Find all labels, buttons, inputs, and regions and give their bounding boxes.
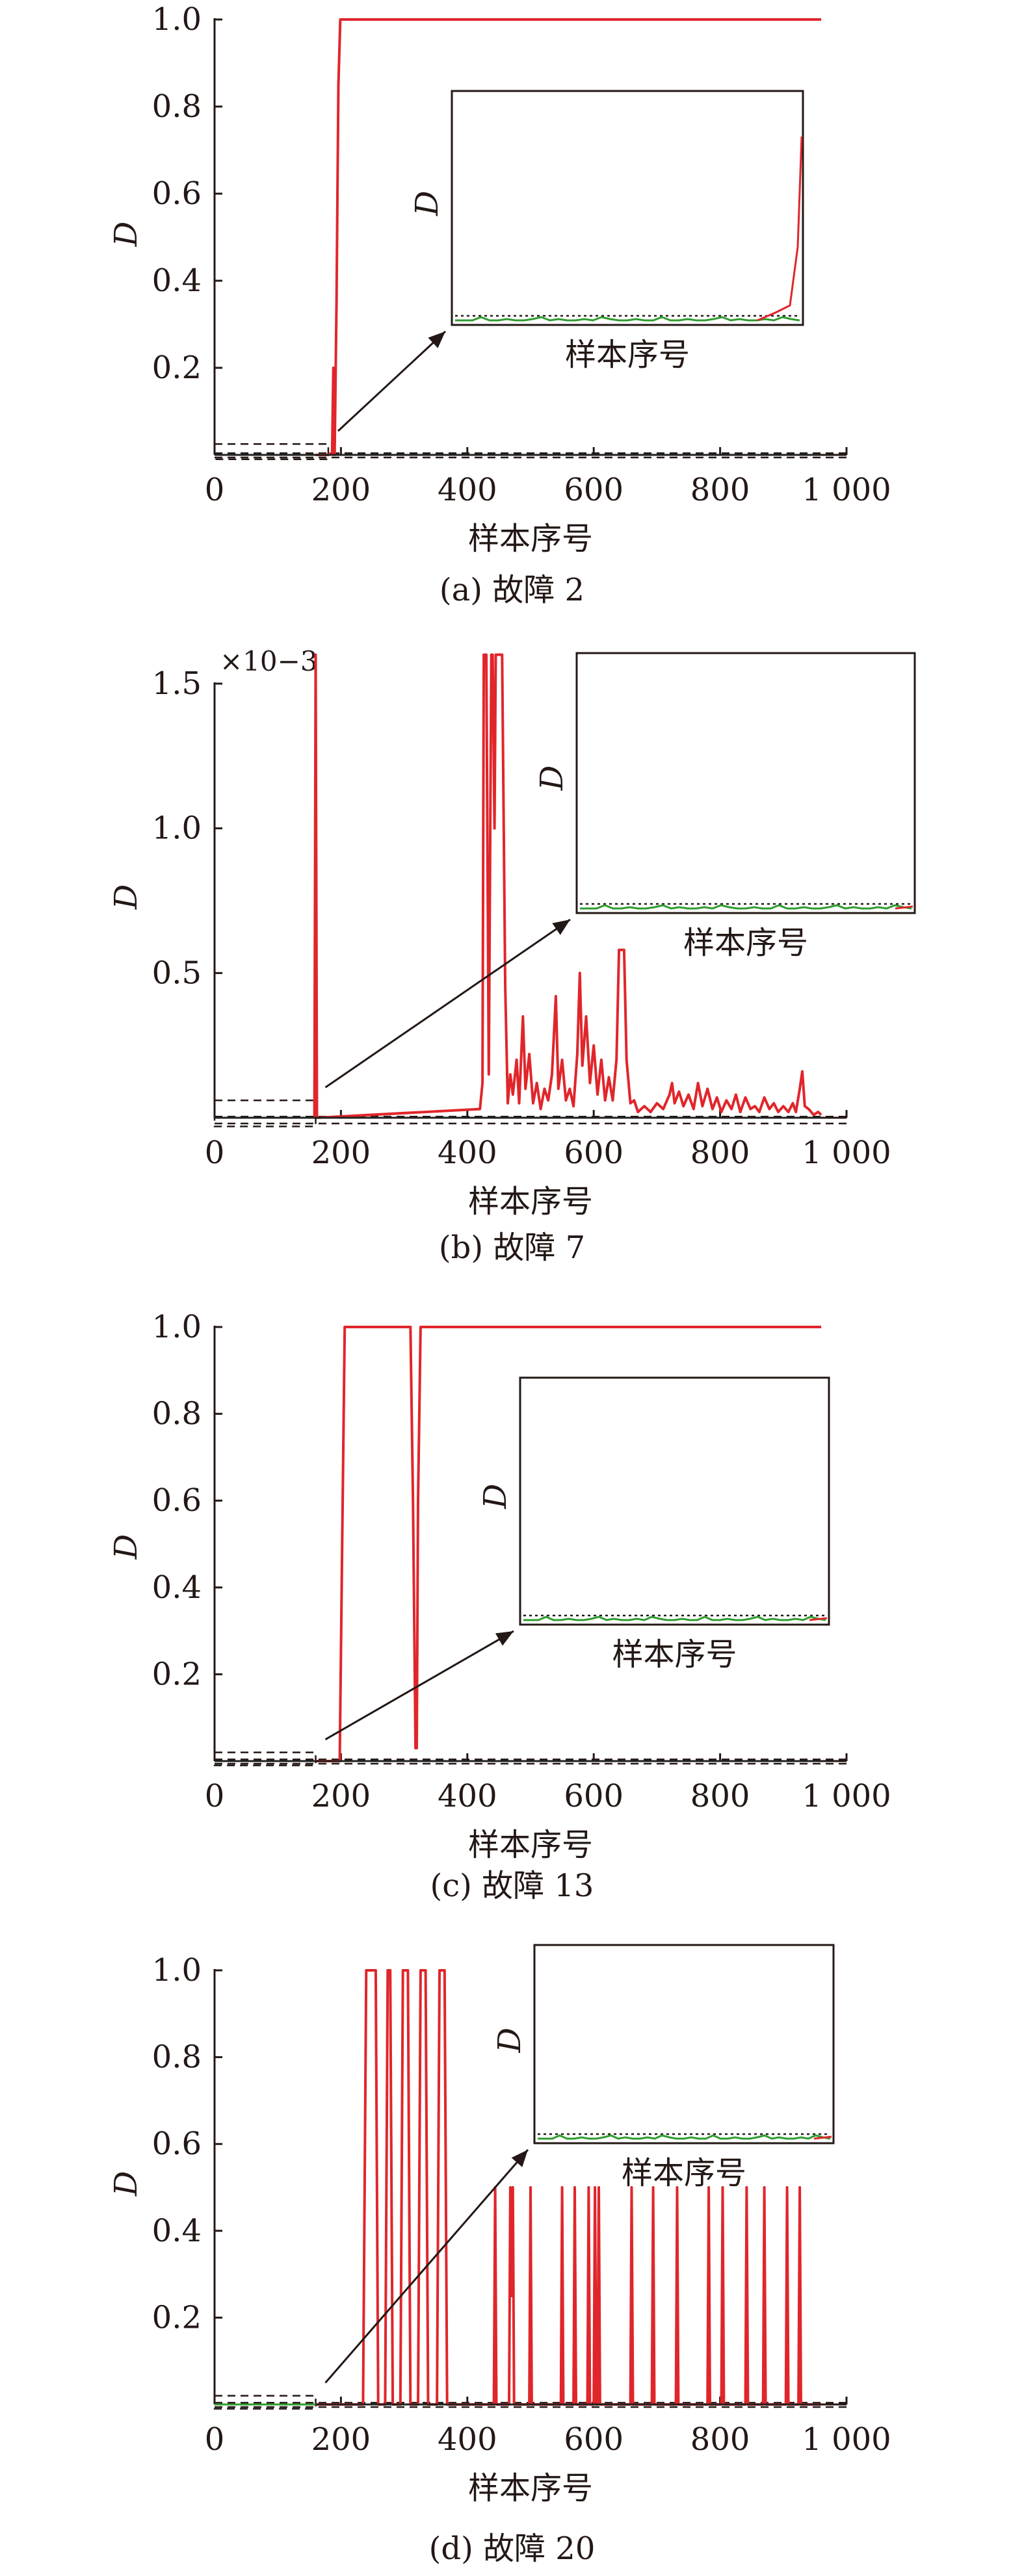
- y-tick-label: 0.8: [152, 1396, 202, 1432]
- y-tick-label: 1.0: [152, 1, 202, 38]
- x-axis-title: 样本序号: [468, 521, 593, 557]
- y-tick-label: 1.0: [152, 810, 202, 847]
- inset-red-series: [813, 2135, 832, 2140]
- x-tick-label: 200: [311, 1135, 371, 1171]
- inset-x-title: 样本序号: [565, 337, 690, 373]
- inset-frame: [519, 1376, 830, 1626]
- series-line: [315, 1326, 822, 1762]
- inset-green-series: [538, 2134, 831, 2140]
- x-tick-label: 600: [564, 2421, 624, 2458]
- inset-y-title: D: [477, 1484, 514, 1509]
- y-axis-title: D: [108, 2171, 144, 2196]
- inset-x-title: 样本序号: [683, 925, 808, 961]
- x-tick-label: 200: [311, 2421, 371, 2458]
- x-tick-label: 1 000: [802, 2421, 891, 2458]
- y-tick-label: 1.5: [152, 665, 202, 702]
- x-tick-label: 400: [438, 1135, 497, 1171]
- zoom-box: [213, 2395, 317, 2410]
- x-tick-label: 400: [438, 472, 497, 508]
- y-tick-label: 0.6: [152, 175, 202, 212]
- exponent-label: ×10−3: [220, 645, 318, 677]
- y-tick-label: 0.2: [152, 2299, 202, 2336]
- zoom-box: [213, 1100, 317, 1127]
- y-tick-label: 1.0: [152, 1952, 202, 1989]
- chart-b-caption: (b) 故障 7: [438, 1230, 586, 1266]
- inset-x-title: 样本序号: [622, 2155, 746, 2191]
- x-tick-label: 600: [564, 1135, 624, 1171]
- chart-panel-a: 0 200 400 600 800 1 000 0.2 0.4 0.6 0.8 1.0 样本序号 D D 样…: [0, 0, 1024, 643]
- inset-y-title: D: [492, 2028, 528, 2053]
- chart-panel-c: 0 200 400 600 800 1 000 0.2 0.4 0.6 0.8 1.0 样本序号 D D 样…: [0, 1287, 1024, 1930]
- x-tick-label: 0: [205, 2421, 225, 2458]
- x-tick-label: 600: [564, 472, 624, 508]
- inset-frame: [575, 652, 916, 914]
- x-tick-label: 800: [690, 2421, 750, 2458]
- y-axis-title: D: [108, 884, 144, 910]
- x-tick-label: 400: [438, 1778, 497, 1814]
- y-tick-label: 0.8: [152, 88, 202, 125]
- inset-green-series: [523, 1616, 826, 1621]
- y-tick-label: 0.2: [152, 350, 202, 386]
- zoom-box: [213, 443, 330, 460]
- x-tick-label: 800: [690, 472, 750, 508]
- inset-frame: [533, 1944, 835, 2145]
- chart-a-plot: 0 200 400 600 800 1 000 0.2 0.4 0.6 0.8 1.0 样本序号 D D 样…: [108, 1, 891, 557]
- y-tick-label: 0.6: [152, 2126, 202, 2162]
- zoom-arrow-head: [552, 920, 570, 935]
- x-axis-title: 样本序号: [468, 1827, 593, 1863]
- x-tick-label: 200: [311, 1778, 371, 1814]
- chart-panel-d: 0 200 400 600 800 1 000 0.2 0.4 0.6 0.8 1.0 样本序号 D D 样…: [0, 1930, 1024, 2576]
- x-tick-label: 600: [564, 1778, 624, 1814]
- y-tick-label: 0.2: [152, 1656, 202, 1692]
- zoom-arrow-head: [428, 331, 445, 348]
- inset-red-series: [809, 1617, 828, 1621]
- y-axis-title: D: [108, 222, 144, 247]
- y-tick-label: 0.5: [152, 955, 202, 991]
- series-line: [313, 653, 822, 1119]
- inset-green-series: [580, 904, 912, 910]
- y-tick-label: 1.0: [152, 1309, 202, 1345]
- x-axis-title: 样本序号: [468, 1183, 593, 1220]
- x-tick-label: 1 000: [802, 1778, 891, 1814]
- zoom-box: [213, 1751, 317, 1766]
- y-tick-label: 0.8: [152, 2039, 202, 2076]
- x-tick-label: 0: [205, 472, 225, 508]
- x-tick-label: 400: [438, 2421, 497, 2458]
- chart-d-plot: 0 200 400 600 800 1 000 0.2 0.4 0.6 0.8 1.0 样本序号 D D 样…: [108, 1944, 891, 2506]
- zoom-arrow-head: [511, 2150, 528, 2167]
- zoom-arrow-head: [495, 1631, 514, 1646]
- inset-y-title: D: [534, 766, 570, 791]
- inset-y-title: D: [409, 191, 445, 216]
- chart-panel-b: 0 200 400 600 800 1 000 0.5 1.0 1.5 样本序号 D ×10−3 D 样本…: [0, 643, 1024, 1287]
- zoom-arrow-line: [324, 2149, 529, 2384]
- chart-c-plot: 0 200 400 600 800 1 000 0.2 0.4 0.6 0.8 1.0 样本序号 D D 样…: [108, 1309, 891, 1863]
- y-tick-label: 0.4: [152, 1569, 202, 1606]
- x-tick-label: 0: [205, 1135, 225, 1171]
- zoom-arrow-line: [324, 1630, 514, 1740]
- x-tick-label: 800: [690, 1778, 750, 1814]
- chart-a-caption: (a) 故障 2: [439, 572, 585, 608]
- y-axis-title: D: [108, 1534, 144, 1560]
- x-axis-title: 样本序号: [468, 2470, 593, 2506]
- y-tick-label: 0.4: [152, 2213, 202, 2249]
- x-tick-label: 1 000: [802, 472, 891, 508]
- x-tick-label: 0: [205, 1778, 225, 1814]
- zoom-arrow-line: [324, 918, 571, 1088]
- inset-red-series: [895, 905, 913, 910]
- inset-x-title: 样本序号: [612, 1636, 737, 1673]
- zoom-arrow-line: [337, 330, 447, 432]
- chart-c-caption: (c) 故障 13: [430, 1868, 594, 1904]
- chart-d-caption: (d) 故障 20: [428, 2531, 596, 2567]
- chart-b-plot: 0 200 400 600 800 1 000 0.5 1.0 1.5 样本序号 D ×10−3 D 样本…: [108, 645, 916, 1220]
- y-tick-label: 0.6: [152, 1482, 202, 1519]
- inset-green-series: [455, 316, 800, 322]
- inset-frame: [451, 90, 804, 326]
- inset-red-series: [757, 136, 803, 322]
- x-tick-label: 1 000: [802, 1135, 891, 1171]
- x-tick-label: 200: [311, 472, 371, 508]
- x-tick-label: 800: [690, 1135, 750, 1171]
- y-tick-label: 0.4: [152, 263, 202, 299]
